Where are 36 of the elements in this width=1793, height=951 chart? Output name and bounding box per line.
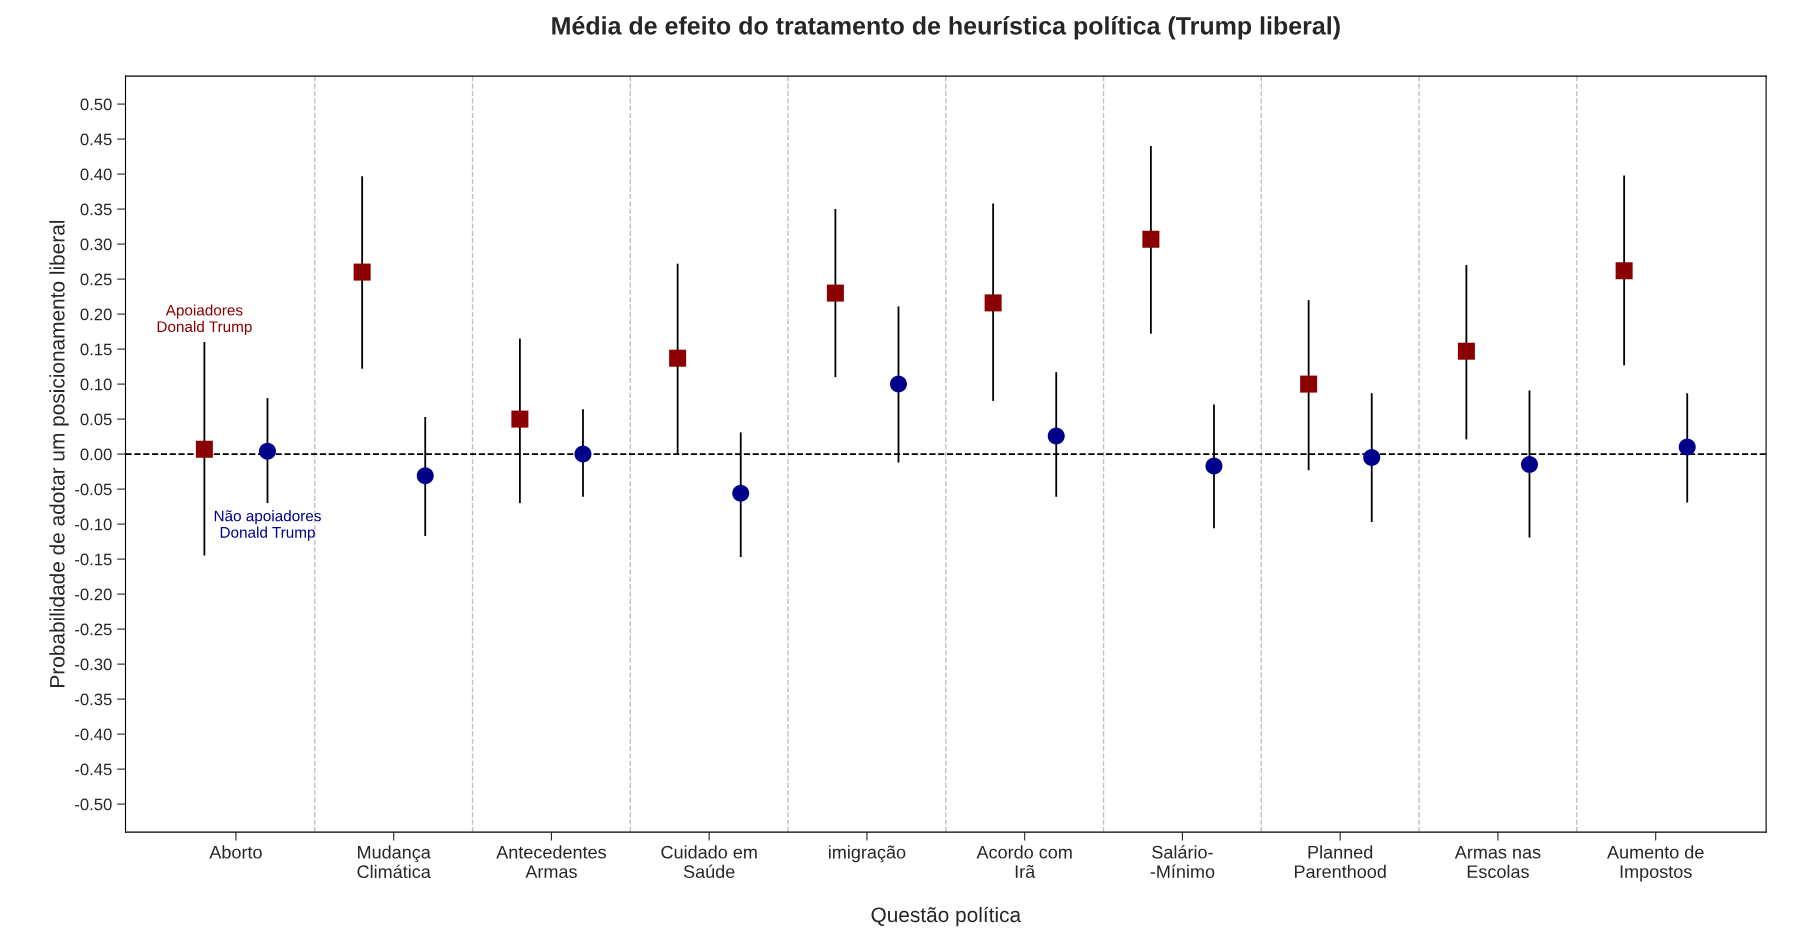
y-tick-label: -0.05	[75, 483, 112, 496]
x-tick-label: Planned Parenthood	[1294, 845, 1386, 879]
y-tick-label: 0.15	[80, 343, 112, 356]
y-tick-label: -0.15	[75, 553, 112, 566]
chart-title: Média de efeito do tratamento de heurística política (Trump liberal)	[552, 16, 1340, 40]
y-tick-label: -0.35	[75, 693, 112, 706]
x-tick-label: Aborto	[209, 845, 262, 859]
y-tick-label: 0.45	[80, 133, 112, 146]
y-tick-label: -0.10	[75, 518, 112, 531]
y-axis-title: Probabilidade de adotar um posicionamento liberal	[49, 220, 69, 687]
y-tick-label: -0.25	[75, 623, 112, 636]
y-tick-label: -0.30	[75, 658, 112, 671]
text: Não apoiadores Donald Trump	[214, 510, 321, 541]
y-tick-label: 0.40	[80, 168, 112, 181]
text: Apoiadores Donald Trump	[157, 304, 252, 336]
x-tick-label: Salário- -Mínimo	[1150, 845, 1215, 879]
y-tick-label: 0.50	[80, 98, 112, 111]
x-tick-label: Antecedentes Armas	[496, 845, 606, 879]
y-tick-label: -0.20	[75, 588, 112, 601]
y-tick-label: -0.50	[75, 798, 112, 811]
y-tick-label: 0.20	[80, 308, 112, 321]
x-tick-label: imigração	[829, 845, 906, 863]
y-tick-label: 0.10	[80, 378, 112, 391]
y-tick-label: 0.05	[80, 413, 112, 426]
y-tick-label: 0.35	[80, 203, 112, 216]
x-tick-label: Armas nas Escolas	[1454, 845, 1541, 879]
y-tick-label: 0.00	[80, 448, 112, 461]
y-tick-label: -0.45	[75, 763, 112, 776]
x-tick-label: Acordo com Irã	[976, 845, 1072, 879]
x-tick-label: Aumento de Impostos	[1607, 845, 1704, 882]
y-tick-label: 0.30	[80, 238, 112, 251]
x-tick-label: Mudança Climática	[357, 845, 431, 879]
y-tick-label: -0.40	[75, 728, 112, 741]
x-tick-label: Cuidado em Saúde	[661, 845, 757, 879]
y-tick-label: 0.25	[80, 273, 112, 286]
x-axis-title: Questão política	[871, 906, 1022, 927]
